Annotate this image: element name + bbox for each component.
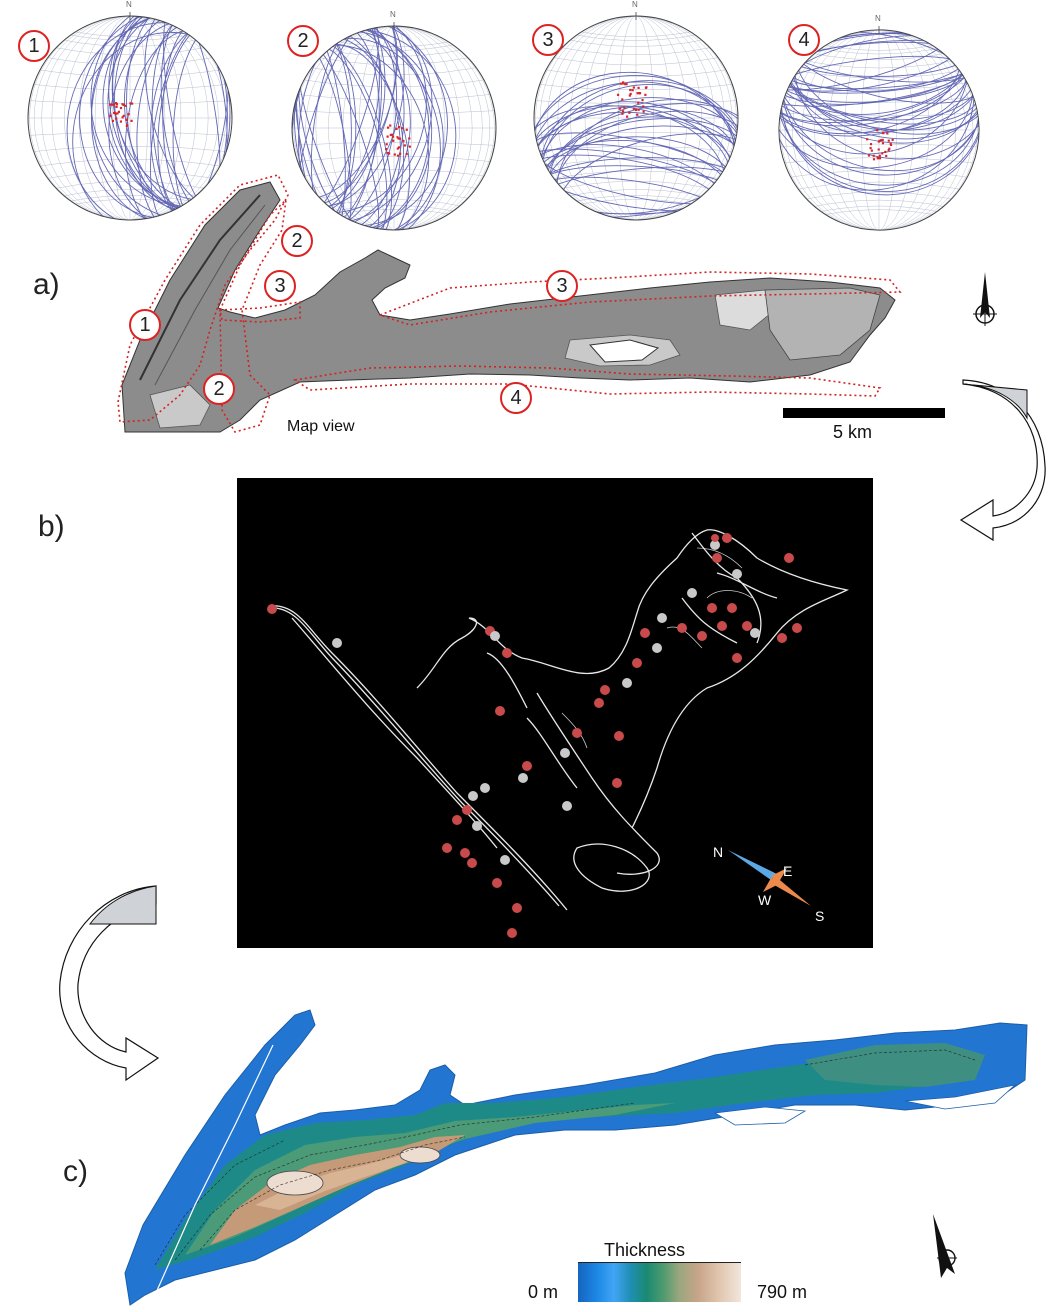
stereonet-1-north-label: N — [126, 0, 132, 9]
thickness-min-label: 0 m — [528, 1282, 559, 1302]
compass-w-label: W — [758, 892, 772, 908]
stereonet-number-4: 4 — [788, 24, 820, 56]
stereonet-1-plot — [27, 12, 233, 221]
geologic-map — [117, 174, 902, 433]
stereonet-1 — [24, 12, 236, 224]
panel-b-label: b) — [38, 510, 65, 543]
curved-arrow-icon-b-to-c — [59, 885, 160, 1082]
thickness-max-label: 790 m — [757, 1282, 808, 1302]
map-region-label-2-bottom: 2 — [203, 373, 235, 405]
map-region-label-3-left: 3 — [264, 270, 296, 302]
stereonet-3-north-label: N — [632, 0, 638, 9]
thickness-legend-title: Thickness — [604, 1240, 686, 1260]
map-view-label: Map view — [287, 418, 355, 435]
region-outline-1 — [117, 174, 289, 423]
compass-rose-icon — [728, 850, 811, 906]
panel-c-label: c) — [63, 1155, 88, 1188]
stereonet-4-plot — [778, 26, 980, 231]
stereonet-number-3: 3 — [532, 24, 564, 56]
scale-bar — [783, 408, 945, 418]
region-outline-4 — [292, 365, 882, 397]
region-outline-3 — [377, 271, 902, 326]
compass-e-label: E — [783, 863, 793, 879]
stereonet-4 — [775, 26, 983, 234]
stereonet-number-1: 1 — [18, 30, 50, 62]
3d-outline-view — [267, 529, 849, 938]
region-outline-3b — [219, 301, 301, 323]
stereonet-2-north-label: N — [390, 10, 396, 19]
thickness-ramp-top-line — [578, 1262, 741, 1263]
north-arrow-icon-c — [933, 1214, 957, 1278]
scale-bar-label: 5 km — [833, 422, 873, 442]
curved-arrow-icon-a-to-b — [959, 379, 1046, 542]
panel-a-label: a) — [33, 268, 60, 301]
map-body — [121, 181, 896, 433]
compass-n-label: N — [713, 844, 724, 860]
map-region-label-3-right: 3 — [546, 270, 578, 302]
stereonet-4-north-label: N — [875, 14, 881, 23]
stereonet-number-2: 2 — [287, 25, 319, 57]
map-region-label-1: 1 — [129, 309, 161, 341]
thickness-color-ramp — [578, 1262, 741, 1302]
map-region-label-4: 4 — [500, 382, 532, 414]
region-outline-2 — [219, 197, 288, 433]
compass-s-label: S — [815, 908, 825, 924]
north-arrow-icon — [973, 272, 997, 326]
3d-view-panel: N E W S — [237, 478, 873, 948]
thickness-map — [124, 1009, 1028, 1306]
map-region-label-2-top: 2 — [281, 225, 313, 257]
